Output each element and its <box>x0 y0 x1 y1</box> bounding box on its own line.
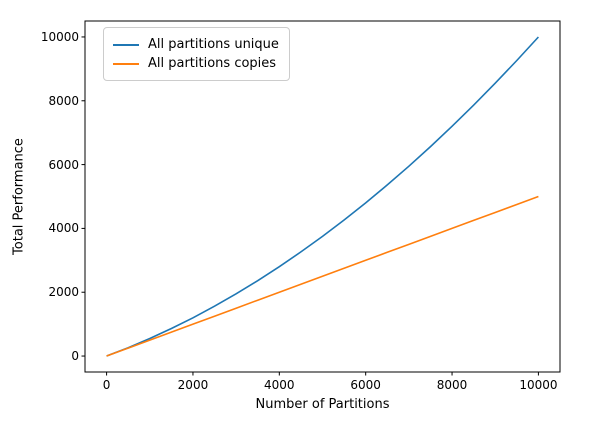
x-tick-label: 0 <box>102 378 111 392</box>
legend-item: All partitions copies <box>113 54 279 73</box>
series-lines <box>106 36 539 357</box>
y-tick-label: 4000 <box>48 221 79 236</box>
legend-line-swatch-copies <box>113 62 139 65</box>
series-line-0 <box>106 36 539 357</box>
x-tick-label: 8000 <box>436 378 468 392</box>
axis-tick-marks <box>81 36 539 376</box>
y-tick-label: 10000 <box>40 29 79 44</box>
series-line-1 <box>106 195 539 357</box>
legend-label: All partitions unique <box>148 37 279 52</box>
x-axis-title: Number of Partitions <box>255 397 390 412</box>
legend-label: All partitions copies <box>148 56 277 71</box>
x-tick-label: 6000 <box>350 378 381 392</box>
y-tick-label: 6000 <box>48 157 79 172</box>
y-axis-title: Total Performance <box>11 138 27 255</box>
x-tick-label: 4000 <box>264 378 295 392</box>
y-tick-label: 0 <box>71 349 79 364</box>
x-tick-label: 2000 <box>177 378 209 392</box>
y-tick-label: 2000 <box>48 285 79 300</box>
y-tick-label: 8000 <box>48 93 79 108</box>
legend-line-swatch-unique <box>113 43 139 46</box>
x-tick-label: 10000 <box>519 378 558 392</box>
legend-item: All partitions unique <box>113 35 279 54</box>
legend: All partitions unique All partitions cop… <box>103 27 290 81</box>
